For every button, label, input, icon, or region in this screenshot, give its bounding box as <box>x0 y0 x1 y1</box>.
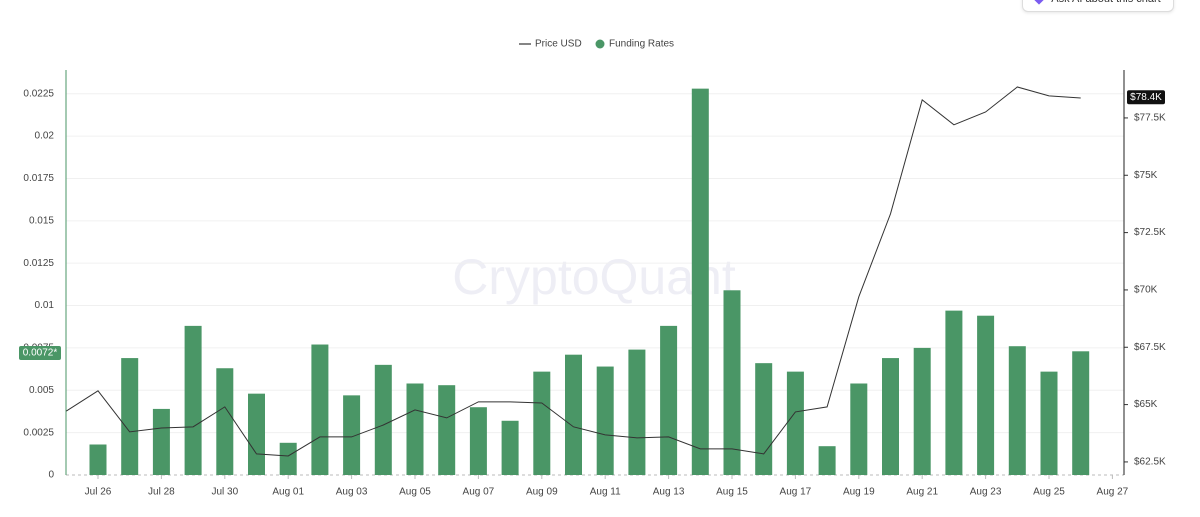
bar <box>1008 346 1026 475</box>
y2-tick-label: $62.5K <box>1134 457 1166 468</box>
bar <box>216 368 234 475</box>
x-tick-label: Jul 28 <box>148 487 175 498</box>
y2-tick-label: $67.5K <box>1134 342 1166 353</box>
x-tick-label: Aug 13 <box>653 487 685 498</box>
y2-tick-label: $65K <box>1134 399 1158 410</box>
x-tick-label: Jul 30 <box>211 487 238 498</box>
price-line <box>66 86 1081 457</box>
bar <box>850 383 868 475</box>
legend-dot <box>595 39 605 49</box>
bar <box>786 371 804 475</box>
bar <box>89 444 107 475</box>
x-tick-label: Aug 05 <box>399 487 431 498</box>
bar <box>469 407 487 475</box>
bar <box>533 371 551 475</box>
bar <box>406 383 424 475</box>
y-tick-label: 0.005 <box>29 385 54 396</box>
bar <box>501 420 519 475</box>
x-tick-label: Aug 15 <box>716 487 748 498</box>
bar <box>691 88 709 475</box>
bar <box>1072 351 1090 475</box>
y2-tick-label: $70K <box>1134 285 1158 296</box>
x-tick-label: Aug 01 <box>272 487 304 498</box>
bar <box>596 366 614 475</box>
x-tick-label: Aug 07 <box>463 487 495 498</box>
y-tick-label: 0.02 <box>35 131 55 142</box>
y2-tick-label: $75K <box>1134 170 1158 181</box>
bar <box>977 315 995 475</box>
bar <box>248 393 265 475</box>
bar <box>723 290 741 475</box>
y-tick-label: 0.0125 <box>23 258 54 269</box>
y2-tick-label: $72.5K <box>1134 227 1166 238</box>
watermark: CryptoQuant <box>452 249 736 305</box>
x-tick-label: Aug 23 <box>970 487 1002 498</box>
legend-label: Funding Rates <box>609 39 674 50</box>
y-tick-label: 0 <box>48 470 54 481</box>
bar <box>343 395 361 475</box>
bar <box>279 442 297 475</box>
y-tick-label: 0.015 <box>29 215 54 226</box>
bar <box>660 325 678 475</box>
y-tick-label: 0.0225 <box>23 88 54 99</box>
x-tick-label: Aug 21 <box>906 487 938 498</box>
x-tick-label: Aug 11 <box>590 487 621 498</box>
bar <box>438 385 456 475</box>
y-tick-label: 0.01 <box>35 300 55 311</box>
bar <box>882 358 899 475</box>
ask-ai-button[interactable]: Ask AI about this chart <box>1022 0 1174 12</box>
legend-label: Price USD <box>535 39 582 50</box>
bar <box>565 354 582 475</box>
value-badge-label: 0.0072* <box>23 348 58 359</box>
bar <box>818 446 836 475</box>
bar <box>755 363 773 475</box>
y-tick-label: 0.0025 <box>23 427 54 438</box>
y-tick-label: 0.0175 <box>23 173 54 184</box>
bar <box>945 310 963 475</box>
value-badge <box>19 345 61 360</box>
value-badge <box>1127 90 1165 105</box>
x-tick-label: Aug 27 <box>1097 487 1129 498</box>
bar <box>628 349 646 475</box>
bar <box>152 408 170 475</box>
bar <box>1040 371 1058 475</box>
bar <box>374 364 392 475</box>
y2-tick-label: $77.5K <box>1134 113 1166 124</box>
x-tick-label: Aug 25 <box>1033 487 1065 498</box>
x-tick-label: Aug 09 <box>526 487 558 498</box>
bar <box>913 347 931 475</box>
bar <box>121 358 139 475</box>
bar <box>311 344 329 475</box>
bar <box>184 325 202 475</box>
x-tick-label: Aug 17 <box>780 487 812 498</box>
value-badge-label: $78.4K <box>1130 92 1162 103</box>
x-tick-label: Aug 19 <box>843 487 875 498</box>
x-tick-label: Jul 26 <box>85 487 112 498</box>
x-tick-label: Aug 03 <box>336 487 368 498</box>
